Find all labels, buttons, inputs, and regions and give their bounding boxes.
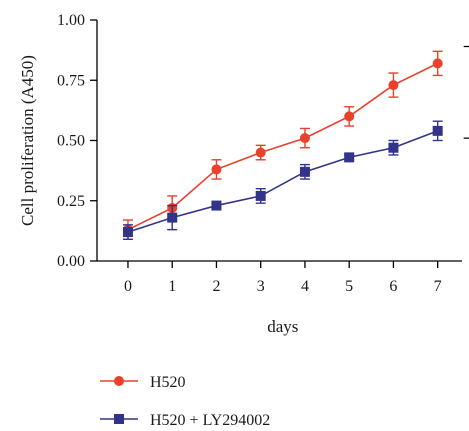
bracket-line <box>463 45 469 139</box>
series-line <box>127 62 439 231</box>
data-point <box>388 142 399 153</box>
x-tick-label: 5 <box>345 278 353 295</box>
y-tick-label: 0.75 <box>57 72 85 89</box>
x-tick-label: 2 <box>212 278 220 295</box>
legend-marker-circle-icon <box>114 376 124 386</box>
legend-label-h520-ly294002: H520 + LY294002 <box>150 412 270 429</box>
x-tick-label: 7 <box>434 278 442 295</box>
data-point <box>299 166 310 177</box>
series-h520-ly294002 <box>122 120 443 241</box>
data-point <box>211 164 222 175</box>
legend-marker-square-icon <box>114 414 124 424</box>
legend: H520 H520 + LY294002 <box>100 374 270 429</box>
data-point <box>344 111 355 122</box>
data-point <box>344 152 355 163</box>
data-point <box>388 80 399 91</box>
y-tick-label: 0.25 <box>57 193 85 210</box>
x-tick-label: 4 <box>301 278 309 295</box>
legend-label-h520: H520 <box>150 374 186 391</box>
data-point <box>122 227 133 238</box>
data-point <box>255 147 266 158</box>
x-axis-title: days <box>267 317 298 336</box>
data-point <box>211 200 222 211</box>
data-point <box>255 190 266 201</box>
data-point <box>299 133 310 144</box>
series-layer <box>122 50 443 241</box>
x-tick-label: 6 <box>389 278 397 295</box>
legend-item-h520-ly294002: H520 + LY294002 <box>100 412 270 429</box>
series-line <box>127 130 438 233</box>
significance-bracket <box>463 45 469 139</box>
data-point <box>432 125 443 136</box>
legend-item-h520: H520 <box>100 374 186 391</box>
data-point <box>167 212 178 223</box>
y-axis-ticks: 0.00 0.25 0.50 0.75 1.00 <box>57 12 97 270</box>
data-point <box>432 58 443 69</box>
x-axis-ticks: 0 1 2 3 4 5 6 7 <box>124 261 442 295</box>
x-tick-label: 3 <box>257 278 265 295</box>
x-tick-label: 0 <box>124 278 132 295</box>
y-axis-title: Cell proliferation (A450) <box>18 55 37 226</box>
x-tick-label: 1 <box>168 278 176 295</box>
y-tick-label: 0.00 <box>57 253 85 270</box>
y-tick-label: 0.50 <box>57 133 85 150</box>
y-tick-label: 1.00 <box>57 12 85 29</box>
